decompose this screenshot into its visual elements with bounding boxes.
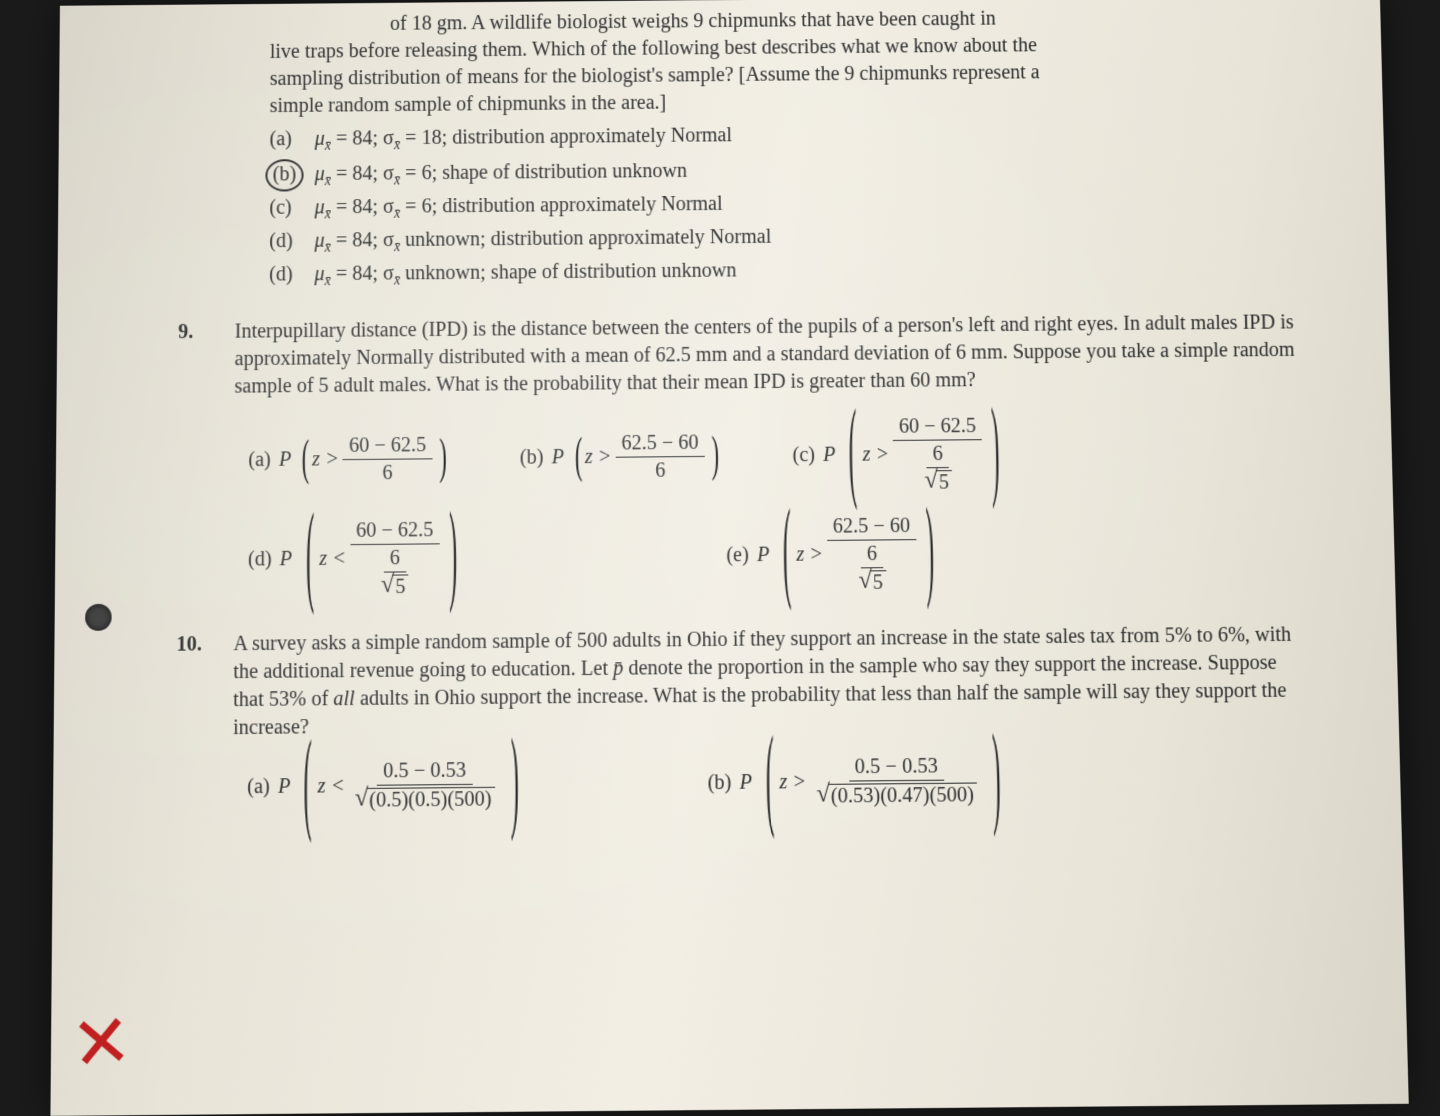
q10-options-row: (a) P ( z < 0.5 − 0.53 √(0.5)(0.5)(500) …: [247, 752, 1278, 813]
q9-number: 9.: [178, 319, 218, 347]
q8-opt-e: (d) μx̄ = 84; σx̄ unknown; shape of dist…: [269, 252, 1297, 292]
q9-opt-a: (a) P ( z > 60 − 62.56 ): [248, 434, 449, 486]
punch-hole: [85, 604, 112, 631]
q8-options: (a) μx̄ = 84; σx̄ = 18; distribution app…: [269, 117, 1297, 292]
q9-opt-b: (b) P ( z > 62.5 − 606 ): [520, 432, 722, 484]
q9-options-row2: (d) P ( z < 60 − 62.5 6 √5 ): [248, 512, 1274, 600]
q10-number: 10.: [176, 631, 217, 659]
question-10: 10. A survey asks a simple random sample…: [176, 622, 1309, 814]
q9-opt-c: (c) P ( z > 60 − 62.5 6 √5 ): [792, 415, 1006, 496]
question-9: 9. Interpupillary distance (IPD) is the …: [177, 310, 1304, 601]
question-8-partial: of 18 gm. A wildlife biologist weighs 9 …: [178, 3, 1296, 293]
q9-opt-e: (e) P ( z > 62.5 − 60 6 √5 ): [726, 515, 940, 596]
q9-options-row1: (a) P ( z > 60 − 62.56 ) (b) P ( z > 62.…: [248, 413, 1271, 501]
red-x-mark: ✕: [68, 992, 136, 1097]
q10-opt-b: (b) P ( z > 0.5 − 0.53 √(0.53)(0.47)(500…: [707, 755, 1006, 810]
circled-answer-b: (b): [265, 159, 303, 192]
q9-text: Interpupillary distance (IPD) is the dis…: [234, 310, 1299, 402]
q10-opt-a: (a) P ( z < 0.5 − 0.53 √(0.5)(0.5)(500) …: [247, 759, 524, 813]
q9-opt-d: (d) P ( z < 60 − 62.5 6 √5 ): [248, 519, 463, 600]
worksheet-page: of 18 gm. A wildlife biologist weighs 9 …: [50, 0, 1408, 1116]
